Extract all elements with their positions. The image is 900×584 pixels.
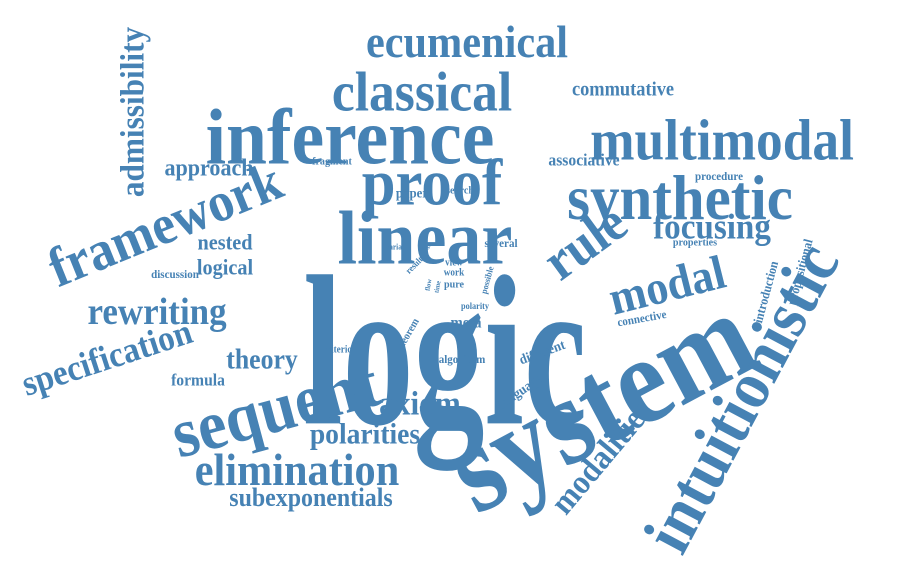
cloud-word-ecumenical: ecumenical <box>366 17 568 68</box>
cloud-word-algorithm: algorithm <box>439 354 486 366</box>
cloud-word-associative: associative <box>548 150 619 170</box>
cloud-word-work: work <box>444 267 465 278</box>
cloud-word-theory: theory <box>226 343 298 374</box>
cloud-word-synthetic: synthetic <box>567 163 793 234</box>
cloud-word-logical: logical <box>197 255 253 280</box>
cloud-word-discussion: discussion <box>151 269 199 281</box>
cloud-word-flow: flow <box>424 278 433 291</box>
cloud-word-commutative: commutative <box>572 79 675 101</box>
cloud-word-properties: properties <box>673 237 717 248</box>
cloud-word-formula: formula <box>171 370 225 390</box>
cloud-word-polarity: polarity <box>461 301 490 311</box>
cloud-word-approach: approach <box>164 153 253 180</box>
cloud-word-inference: inference <box>206 93 495 181</box>
cloud-word-proof: proof <box>362 145 503 219</box>
cloud-word-paper: paper <box>396 185 428 201</box>
cloud-word-multimodal: multimodal <box>590 109 854 174</box>
cloud-word-fragment: fragment <box>312 156 352 167</box>
cloud-word-procedure: procedure <box>695 171 743 183</box>
cloud-word-rewriting: rewriting <box>87 290 226 333</box>
cloud-word-axiom: axiom <box>379 385 461 422</box>
cloud-word-admissibility: admissibility <box>114 26 151 197</box>
cloud-word-classical: classical <box>332 61 512 123</box>
cloud-word-subexponentials: subexponentials <box>229 484 393 512</box>
cloud-word-search: search <box>446 185 474 196</box>
cloud-word-several: several <box>484 238 517 250</box>
cloud-word-e-g: e.g. <box>420 241 432 252</box>
cloud-word-nested: nested <box>197 230 252 255</box>
cloud-word-criterion: criterion <box>323 344 358 355</box>
cloud-word-variant: variant <box>386 242 409 251</box>
cloud-word-pure: pure <box>444 279 464 290</box>
cloud-word-view: view <box>445 257 463 268</box>
cloud-word-logic: logic <box>303 233 587 470</box>
cloud-word-time: time <box>433 280 442 293</box>
cloud-word-polarities: polarities <box>310 417 420 450</box>
cloud-word-focusing: focusing <box>653 207 771 247</box>
cloud-word-linear: linear <box>338 196 513 280</box>
cloud-word-meta: meta <box>450 314 481 332</box>
cloud-word-elimination: elimination <box>195 445 400 496</box>
